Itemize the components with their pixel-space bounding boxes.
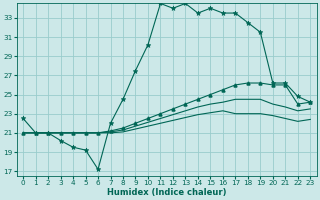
X-axis label: Humidex (Indice chaleur): Humidex (Indice chaleur) (107, 188, 227, 197)
